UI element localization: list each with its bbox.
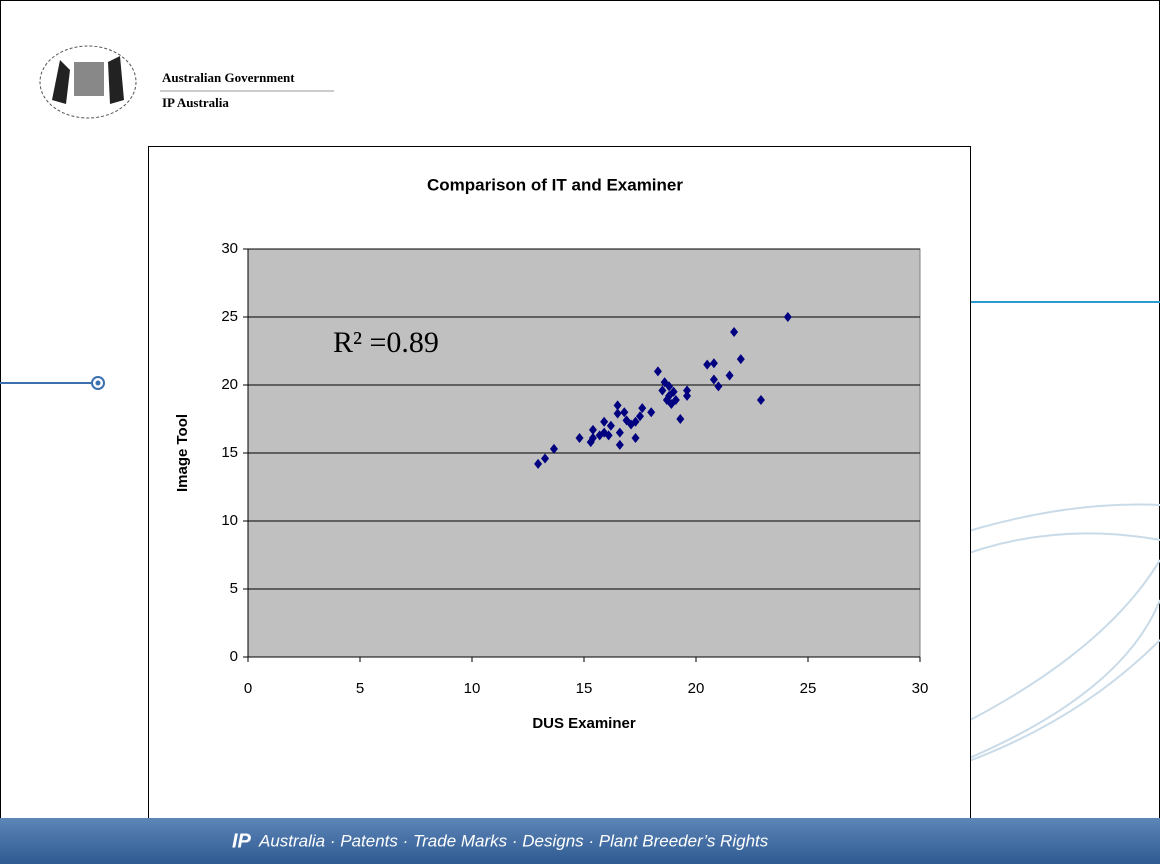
x-tick-label: 5	[356, 680, 364, 697]
y-tick-label: 20	[221, 376, 238, 393]
y-axis-label: Image Tool	[174, 414, 191, 492]
footer-logo: IP	[232, 830, 252, 852]
x-axis-label: DUS Examiner	[532, 715, 636, 732]
y-tick-label: 5	[230, 580, 238, 597]
x-tick-label: 15	[576, 680, 593, 697]
x-tick-label: 25	[800, 680, 817, 697]
annotation: R² =0.89	[333, 326, 439, 359]
y-tick-label: 15	[221, 444, 238, 461]
x-tick-label: 20	[688, 680, 705, 697]
decor-dot-center	[96, 381, 101, 386]
x-tick-label: 10	[464, 680, 481, 697]
x-tick-label: 30	[912, 680, 929, 697]
header-subtitle: IP Australia	[162, 95, 229, 110]
slide: Australian Government IP Australia Compa…	[0, 0, 1160, 864]
crest	[40, 46, 136, 118]
y-tick-label: 30	[221, 240, 238, 257]
chart: Comparison of IT and Examiner DUS Examin…	[174, 175, 928, 731]
header-title: Australian Government	[162, 70, 295, 85]
y-tick-label: 10	[221, 512, 238, 529]
y-tick-label: 0	[230, 648, 238, 665]
chart-title: Comparison of IT and Examiner	[427, 175, 683, 194]
x-tick-label: 0	[244, 680, 252, 697]
y-tick-label: 25	[221, 308, 238, 325]
footer-text: Australia · Patents · Trade Marks · Desi…	[258, 831, 769, 850]
